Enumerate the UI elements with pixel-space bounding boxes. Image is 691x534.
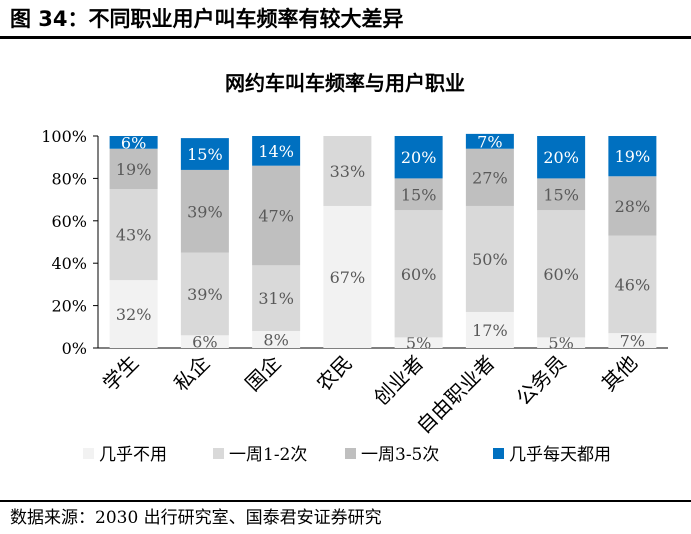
bar-data-label: 33%: [330, 162, 366, 181]
bar-data-label: 8%: [263, 331, 288, 350]
bar-data-label: 19%: [116, 160, 152, 179]
bar-segment: [394, 136, 443, 179]
bar-segment: [465, 311, 514, 348]
y-tick-label: 80%: [51, 169, 87, 188]
bar-segment: [608, 176, 657, 236]
bar-data-label: 6%: [121, 133, 146, 152]
bar-data-label: 15%: [401, 185, 437, 204]
x-category-label: 其他: [597, 351, 642, 396]
bar-segment: [180, 252, 229, 336]
bar-segment: [109, 280, 158, 348]
bar-segment: [608, 136, 657, 177]
bar-segment: [180, 169, 229, 253]
chart-title: 网约车叫车频率与用户职业: [225, 71, 465, 95]
bar-data-label: 15%: [187, 145, 223, 164]
bar-segment: [252, 331, 301, 348]
stacked-bar-chart: 网约车叫车频率与用户职业 0% 20% 40% 60% 80% 100% 学生 私企 国企 农民创…: [41, 71, 668, 465]
bar-data-label: 39%: [187, 202, 223, 221]
x-category-label: 自由职业者: [412, 351, 500, 439]
bar-segment: [109, 136, 158, 149]
bar-segment: [180, 138, 229, 170]
bar-segment: [252, 136, 301, 166]
chart-legend: 几乎不用 一周1-2次 一周3-5次 几乎每天都用: [83, 445, 611, 465]
bar-data-label: 19%: [615, 147, 651, 166]
bar-segment: [252, 265, 301, 332]
bar-segment: [323, 205, 372, 348]
x-category-label: 学生: [98, 351, 143, 396]
bar-segment: [323, 136, 372, 206]
bar-segment: [465, 205, 514, 312]
bottom-rule: [0, 500, 691, 502]
bar-data-label: 17%: [472, 321, 508, 340]
bar-segment: [465, 133, 514, 149]
bar-data-label: 39%: [187, 285, 223, 304]
bar-data-label: 60%: [543, 265, 579, 284]
chart-bars: 32% 43% 19% 6% 6% 39% 39% 15% 8% 31% 47% 14% 67% 33% 5…: [109, 132, 657, 353]
x-category-label: 公务员: [511, 351, 570, 410]
legend-swatch: [83, 448, 94, 459]
legend-label: 几乎不用: [99, 445, 167, 465]
y-tick-label: 100%: [41, 127, 87, 146]
bar-data-label: 14%: [258, 142, 294, 161]
bar-segment: [537, 337, 586, 348]
bar-segment: [109, 189, 158, 281]
bar-data-label: 67%: [330, 268, 366, 287]
y-tick-label: 20%: [51, 297, 87, 316]
bar-segment: [394, 178, 443, 211]
bar-data-label: 46%: [615, 275, 651, 294]
bar-data-label: 5%: [406, 334, 431, 353]
bar-data-label: 60%: [401, 265, 437, 284]
bar-data-label: 28%: [615, 197, 651, 216]
bar-data-label: 7%: [477, 132, 502, 151]
bar-data-label: 31%: [258, 289, 294, 308]
legend-label: 几乎每天都用: [509, 445, 611, 465]
bar-segment: [608, 235, 657, 334]
bar-data-label: 20%: [401, 148, 437, 167]
bar-data-label: 15%: [543, 185, 579, 204]
legend-label: 一周1-2次: [229, 445, 307, 465]
bar-data-label: 47%: [258, 207, 294, 226]
legend-swatch: [213, 448, 224, 459]
y-tick-label: 0%: [62, 339, 87, 358]
y-tick-label: 60%: [51, 212, 87, 231]
bar-data-label: 6%: [192, 333, 217, 352]
legend-swatch: [493, 448, 504, 459]
figure-title: 图 34：不同职业用户叫车频率有较大差异: [10, 7, 404, 31]
bar-data-label: 5%: [548, 334, 573, 353]
y-tick-label: 40%: [51, 254, 87, 273]
bar-segment: [394, 210, 443, 338]
bar-data-label: 7%: [620, 332, 645, 351]
legend-label: 一周3-5次: [361, 445, 439, 465]
x-category-label: 农民: [312, 351, 357, 396]
x-category-label: 国企: [240, 351, 285, 396]
bar-data-label: 43%: [116, 226, 152, 245]
bar-data-label: 32%: [116, 305, 152, 324]
data-source: 数据来源：2030 出行研究室、国泰君安证券研究: [10, 508, 382, 528]
bar-segment: [537, 210, 586, 338]
x-category-label: 私企: [169, 351, 214, 396]
bar-data-label: 50%: [472, 250, 508, 269]
x-category-label: 创业者: [369, 351, 428, 410]
top-rule: [0, 36, 691, 39]
bar-segment: [180, 335, 229, 348]
bar-segment: [394, 337, 443, 348]
bar-segment: [109, 148, 158, 189]
bar-segment: [252, 165, 301, 266]
bar-segment: [465, 148, 514, 206]
bar-segment: [537, 136, 586, 179]
bar-data-label: 20%: [543, 148, 579, 167]
bar-segment: [537, 178, 586, 211]
legend-swatch: [345, 448, 356, 459]
bar-data-label: 27%: [472, 168, 508, 187]
bar-segment: [608, 333, 657, 348]
